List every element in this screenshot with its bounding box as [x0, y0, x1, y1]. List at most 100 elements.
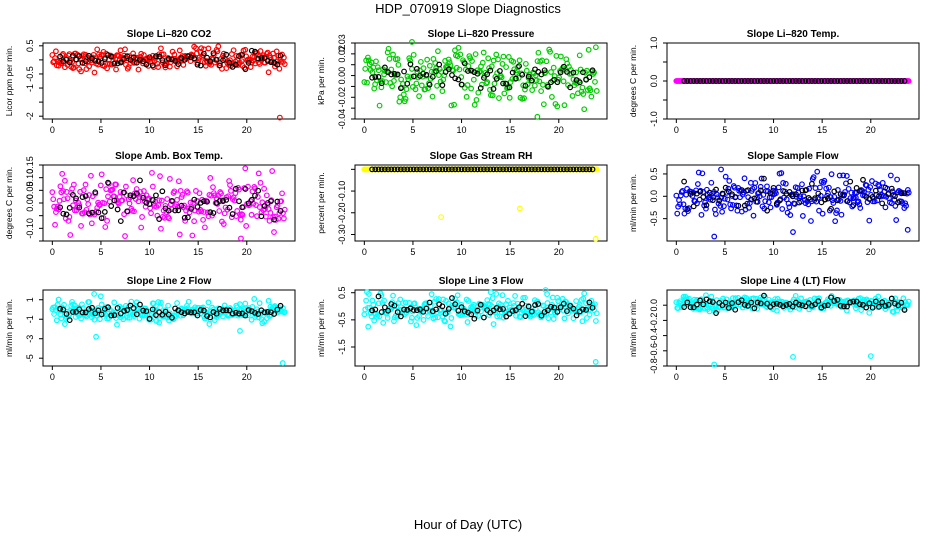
- data-point: [418, 82, 425, 89]
- data-point-black: [544, 307, 551, 314]
- data-point-black: [901, 307, 908, 313]
- data-point-black: [703, 78, 710, 84]
- x-tick-label: 20: [242, 247, 252, 257]
- data-point-black: [394, 309, 401, 315]
- data-point: [53, 48, 59, 55]
- data-point-black: [789, 303, 796, 310]
- data-point: [390, 292, 396, 299]
- panel-title: Slope Line 3 Flow: [439, 276, 524, 287]
- data-point: [722, 173, 729, 180]
- data-point-black: [567, 84, 574, 91]
- data-point: [516, 57, 523, 64]
- data-point-black: [216, 62, 223, 69]
- data-point: [83, 66, 90, 72]
- data-point: [223, 65, 230, 72]
- data-point-black: [101, 56, 108, 63]
- data-point-black: [153, 53, 159, 60]
- data-point: [847, 195, 854, 201]
- data-point: [489, 92, 496, 99]
- data-point: [162, 202, 169, 209]
- x-tick-label: 15: [505, 372, 515, 382]
- data-point-black: [869, 194, 876, 200]
- data-point: [67, 232, 74, 238]
- data-point-black: [149, 306, 156, 313]
- data-point: [64, 195, 71, 202]
- data-point-black: [892, 193, 898, 200]
- data-point-black: [146, 201, 153, 207]
- data-point: [82, 181, 89, 188]
- data-point-black: [777, 78, 783, 84]
- data-point: [281, 309, 288, 316]
- data-point-black: [57, 305, 64, 312]
- data-point-black: [140, 307, 147, 314]
- data-point: [242, 300, 249, 307]
- data-point-black: [184, 309, 191, 315]
- data-point: [573, 298, 580, 305]
- data-point-black: [872, 187, 879, 194]
- data-point: [505, 297, 511, 304]
- data-point-black: [713, 78, 719, 84]
- data-point: [576, 302, 583, 308]
- data-point-black: [824, 195, 831, 202]
- data-point-black: [372, 306, 379, 313]
- data-point: [588, 93, 595, 100]
- data-point: [242, 46, 249, 53]
- data-point-black: [407, 61, 414, 68]
- y-tick-label: 0.05: [25, 182, 35, 200]
- data-point: [130, 177, 137, 184]
- data-point-black: [108, 203, 115, 209]
- data-point-black: [159, 57, 166, 63]
- chart-panel-4: Slope Amb. Box Temp. degrees C per min. 0 5…: [4, 151, 296, 257]
- data-point: [281, 61, 288, 68]
- data-point: [135, 66, 142, 73]
- data-point: [402, 96, 409, 102]
- data-point: [448, 315, 455, 321]
- data-point-black: [439, 82, 446, 89]
- data-point: [374, 64, 381, 71]
- data-point-black: [741, 78, 748, 84]
- data-point-black: [426, 166, 433, 173]
- data-point-black: [372, 74, 379, 80]
- data-point: [138, 224, 145, 231]
- data-point: [494, 313, 501, 320]
- data-point-black: [888, 78, 895, 84]
- data-point: [762, 294, 769, 300]
- data-point-black: [474, 307, 481, 314]
- data-point: [856, 201, 863, 208]
- data-point: [166, 215, 172, 222]
- data-point-black: [506, 84, 513, 91]
- data-point: [426, 308, 433, 315]
- data-point-black: [261, 55, 268, 61]
- data-point-black: [706, 189, 713, 196]
- data-point: [403, 86, 410, 93]
- data-point: [904, 302, 911, 309]
- x-tick-label: 5: [410, 125, 415, 135]
- data-point: [216, 208, 223, 214]
- data-point-black: [700, 301, 707, 308]
- data-point-black: [681, 304, 688, 310]
- data-point-black: [98, 59, 105, 66]
- data-point: [782, 180, 789, 187]
- data-point: [493, 51, 500, 58]
- data-point: [905, 298, 912, 305]
- data-point: [585, 46, 592, 53]
- data-point: [105, 180, 112, 187]
- data-point: [391, 78, 397, 84]
- data-point-black: [828, 294, 834, 301]
- data-point: [741, 175, 748, 182]
- data-point-black: [188, 54, 194, 61]
- data-point: [441, 317, 448, 324]
- data-point: [836, 172, 843, 179]
- data-point-black: [143, 61, 150, 68]
- data-point: [269, 168, 276, 174]
- data-point: [550, 316, 557, 322]
- y-tick-label: -3: [25, 335, 35, 343]
- data-point-black: [98, 311, 105, 318]
- data-point: [904, 187, 911, 193]
- data-point-black: [458, 81, 465, 88]
- data-point-black: [802, 303, 809, 310]
- panel-title: Slope Gas Stream RH: [430, 151, 533, 162]
- plot-frame: [666, 289, 920, 367]
- chart-panel-8: Slope Line 3 Flow ml/min per min. 0 5 10 15 20…: [316, 276, 608, 382]
